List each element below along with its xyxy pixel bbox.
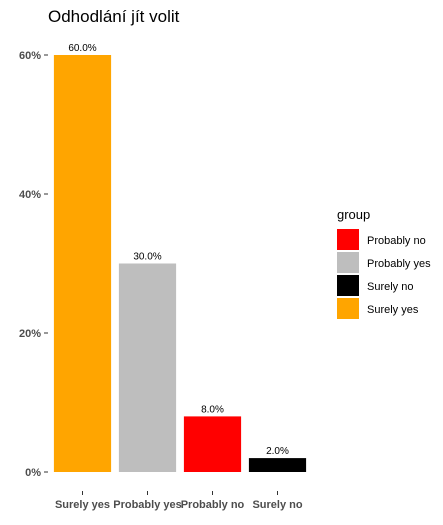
x-tick-label: Probably yes — [113, 499, 181, 511]
legend-label: Surely no — [367, 281, 413, 293]
x-tick-label: Probably no — [181, 499, 245, 511]
y-tick-label: 60% — [19, 50, 41, 62]
legend-label: Probably no — [367, 235, 426, 247]
bar — [248, 458, 307, 472]
data-label: 8.0% — [201, 404, 224, 415]
legend-items: Probably no Probably yes Surely no Surely y… — [337, 229, 431, 319]
legend-title: group — [337, 207, 370, 222]
legend-swatch — [337, 275, 359, 296]
legend-swatch — [337, 298, 359, 319]
legend-swatch — [337, 252, 359, 273]
data-label: 60.0% — [68, 43, 96, 54]
x-tick-label: Surely yes — [55, 499, 110, 511]
data-label: 2.0% — [266, 446, 289, 457]
bar — [118, 263, 177, 472]
legend-label: Probably yes — [367, 258, 431, 270]
data-labels: 60.0% 30.0% 8.0% 2.0% — [68, 43, 289, 457]
bars — [53, 55, 307, 472]
y-tick-label: 40% — [19, 189, 41, 201]
x-tick-label: Surely no — [252, 499, 302, 511]
legend-swatch — [337, 229, 359, 250]
chart-title: Odhodlání jít volit — [48, 7, 180, 26]
y-axis: 0% 20% 40% 60% — [19, 50, 48, 479]
legend-label: Surely yes — [367, 304, 419, 316]
data-label: 30.0% — [133, 252, 161, 263]
bar — [183, 416, 242, 472]
bar — [53, 55, 112, 472]
y-tick-label: 0% — [25, 467, 41, 479]
legend: group Probably no Probably yes Surely no Su… — [337, 207, 431, 319]
y-tick-label: 20% — [19, 328, 41, 340]
